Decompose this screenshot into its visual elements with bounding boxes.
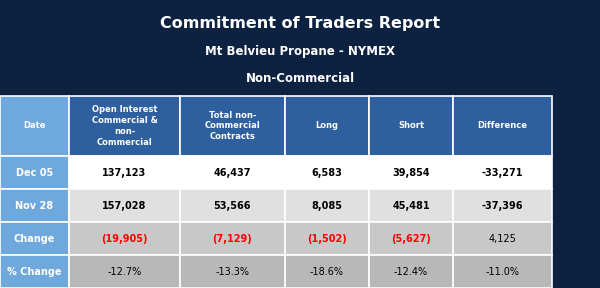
Bar — [453, 255, 552, 288]
Text: Change: Change — [14, 234, 55, 244]
Text: Difference: Difference — [478, 122, 527, 130]
Text: % Change: % Change — [7, 266, 62, 276]
Bar — [0, 255, 69, 288]
Text: Nov 28: Nov 28 — [16, 201, 53, 211]
Text: 45,481: 45,481 — [392, 201, 430, 211]
Bar — [285, 255, 369, 288]
Text: Commitment of Traders Report: Commitment of Traders Report — [160, 16, 440, 31]
Bar — [180, 96, 285, 156]
Text: Long: Long — [316, 122, 338, 130]
Text: (1,502): (1,502) — [307, 234, 347, 244]
Text: 4,125: 4,125 — [488, 234, 517, 244]
Text: Non-Commercial: Non-Commercial — [245, 72, 355, 85]
Bar — [285, 156, 369, 189]
Bar — [180, 189, 285, 222]
Text: -12.4%: -12.4% — [394, 266, 428, 276]
Bar — [180, 156, 285, 189]
Bar — [453, 156, 552, 189]
Bar — [69, 96, 180, 156]
Text: -18.6%: -18.6% — [310, 266, 344, 276]
Bar — [180, 222, 285, 255]
Bar — [0, 222, 69, 255]
Text: -13.3%: -13.3% — [215, 266, 250, 276]
Text: 8,085: 8,085 — [311, 201, 343, 211]
Bar — [369, 156, 453, 189]
Text: Dec 05: Dec 05 — [16, 168, 53, 178]
Text: 39,854: 39,854 — [392, 168, 430, 178]
Text: Total non-
Commercial
Contracts: Total non- Commercial Contracts — [205, 111, 260, 141]
Text: (19,905): (19,905) — [101, 234, 148, 244]
Text: Mt Belvieu Propane - NYMEX: Mt Belvieu Propane - NYMEX — [205, 45, 395, 58]
Bar — [285, 189, 369, 222]
Bar — [0, 189, 69, 222]
Text: Short: Short — [398, 122, 424, 130]
Bar — [0, 156, 69, 189]
Text: (7,129): (7,129) — [212, 234, 253, 244]
Bar — [453, 222, 552, 255]
Bar — [285, 222, 369, 255]
Bar — [453, 189, 552, 222]
Text: -12.7%: -12.7% — [107, 266, 142, 276]
Bar — [369, 189, 453, 222]
Text: -37,396: -37,396 — [482, 201, 523, 211]
Bar — [69, 222, 180, 255]
Bar — [369, 222, 453, 255]
Text: 46,437: 46,437 — [214, 168, 251, 178]
Text: 53,566: 53,566 — [214, 201, 251, 211]
Text: 6,583: 6,583 — [311, 168, 343, 178]
Bar — [369, 255, 453, 288]
Text: Open Interest
Commercial &
non-
Commercial: Open Interest Commercial & non- Commerci… — [92, 105, 157, 147]
Bar — [69, 156, 180, 189]
Bar — [69, 189, 180, 222]
Bar — [369, 96, 453, 156]
Bar — [453, 96, 552, 156]
Bar — [69, 255, 180, 288]
Text: 157,028: 157,028 — [103, 201, 146, 211]
Text: 137,123: 137,123 — [103, 168, 146, 178]
Text: Date: Date — [23, 122, 46, 130]
Bar — [180, 255, 285, 288]
Text: (5,627): (5,627) — [391, 234, 431, 244]
Bar — [285, 96, 369, 156]
Bar — [0, 96, 69, 156]
Text: -33,271: -33,271 — [482, 168, 523, 178]
Text: -11.0%: -11.0% — [485, 266, 520, 276]
